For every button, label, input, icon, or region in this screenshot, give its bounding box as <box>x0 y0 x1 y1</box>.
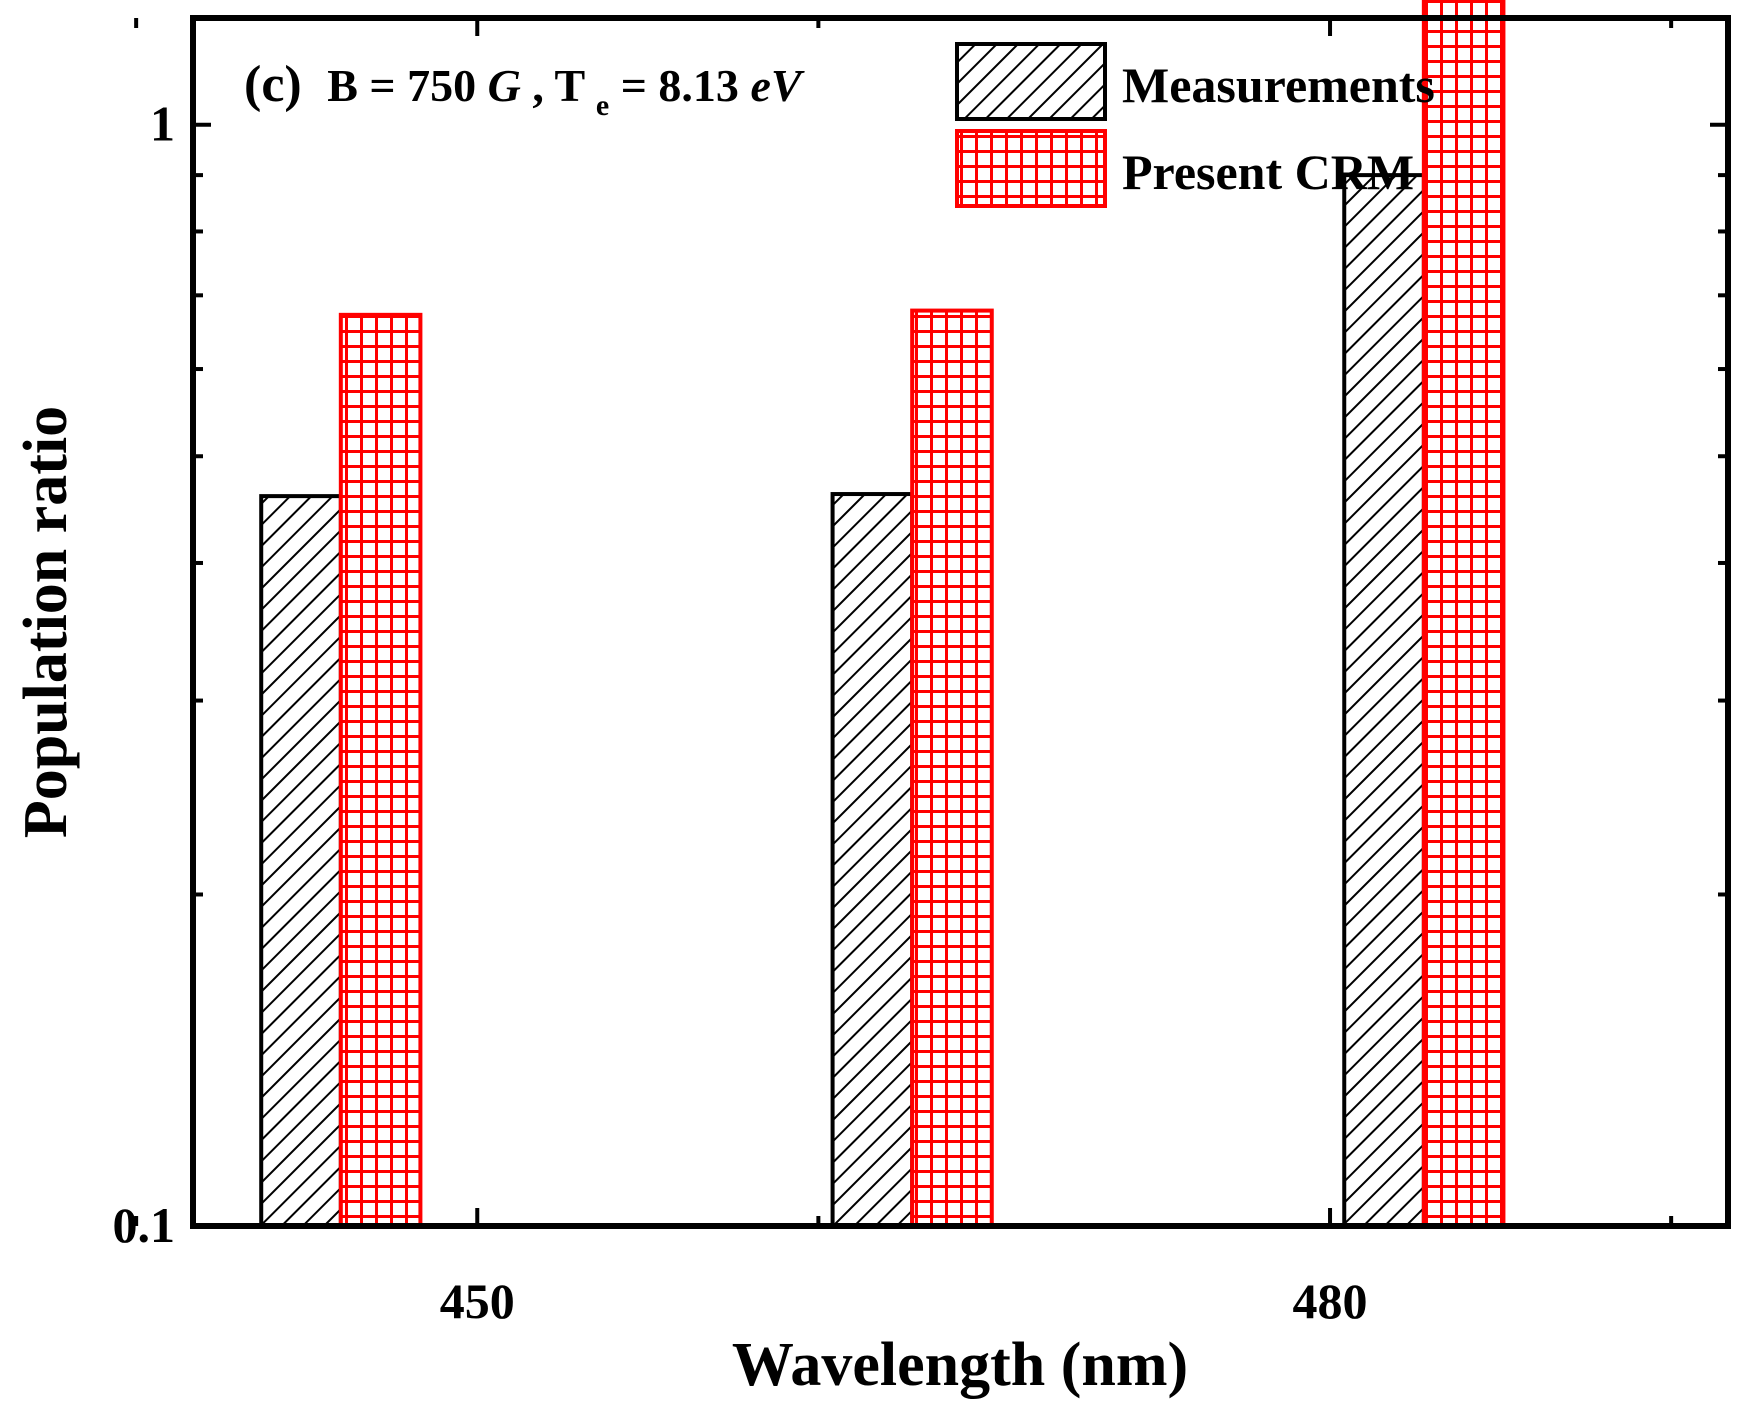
bar-measurements-0 <box>259 494 343 1229</box>
x-tick-label-0: 450 <box>440 1273 515 1329</box>
bars-layer <box>259 0 1506 1229</box>
legend-label-measurements: Measurements <box>1122 57 1435 113</box>
te-label: , T <box>532 60 584 111</box>
b-field-value: B = 750 <box>327 60 487 111</box>
y-tick-label-0: 0.1 <box>113 1197 176 1253</box>
bar-present-crm-1 <box>910 308 994 1228</box>
x-tick-label-1: 480 <box>1293 1273 1368 1329</box>
bar-present-crm-2 <box>1421 0 1506 1229</box>
te-value: = 8.13 <box>621 60 751 111</box>
plot-frame <box>190 15 1731 1229</box>
b-field-unit: G <box>488 60 521 111</box>
legend-label-present-crm: Present CRM <box>1122 144 1414 200</box>
legend-swatch-present-crm <box>955 129 1107 208</box>
te-unit: eV <box>750 60 804 111</box>
panel-annotation: (c) B = 750 G , T e = 8.13 eV <box>244 56 805 125</box>
bar-measurements-1 <box>830 492 915 1228</box>
y-tick-label-1: 1 <box>150 96 175 152</box>
panel-label: (c) <box>244 56 302 113</box>
legend: Measurements Present CRM <box>955 42 1435 208</box>
x-axis-title: Wavelength (nm) <box>732 1331 1188 1399</box>
bar-measurements-2 <box>1342 173 1426 1228</box>
tick-labels-layer: 0.1 1 450 480 <box>113 96 1368 1329</box>
y-axis-title: Population ratio <box>12 406 80 838</box>
bar-present-crm-0 <box>338 312 423 1229</box>
te-subscript: e <box>596 89 609 122</box>
legend-swatch-measurements <box>955 42 1107 121</box>
